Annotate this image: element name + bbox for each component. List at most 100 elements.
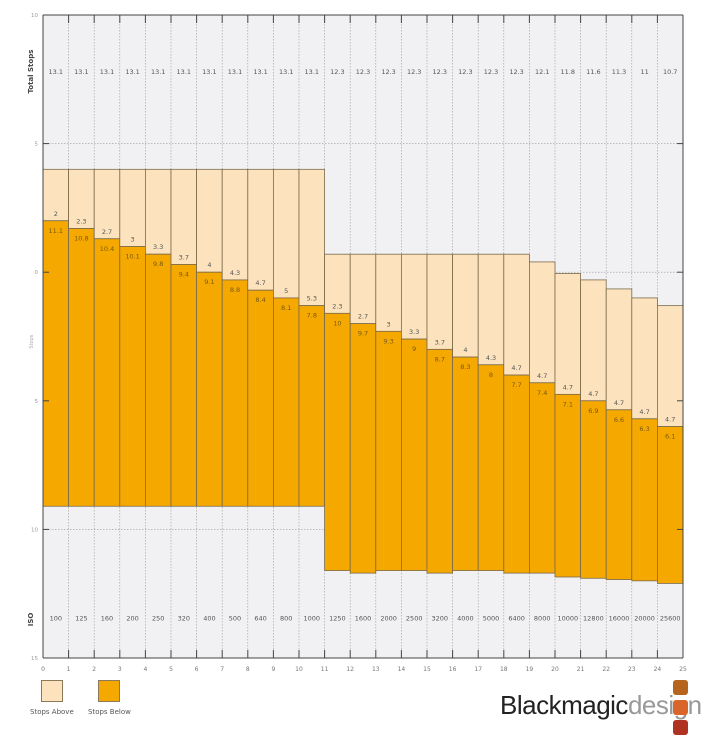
label-total-stops: 13.1 [74, 68, 88, 76]
label-stops-below: 6.9 [588, 407, 598, 415]
y-label-iso: ISO [27, 613, 35, 627]
label-total-stops: 13.1 [279, 68, 293, 76]
bar-stops-above [375, 253, 402, 332]
label-stops-above: 4.7 [588, 390, 598, 398]
label-iso: 2500 [406, 615, 423, 623]
label-total-stops: 12.3 [484, 68, 498, 76]
label-iso: 160 [101, 615, 113, 623]
bar-stops-below [426, 348, 454, 574]
x-tick-label: 15 [423, 666, 431, 673]
bar-stops-above [657, 305, 684, 427]
label-stops-below: 7.8 [307, 312, 317, 320]
label-total-stops: 13.1 [202, 68, 216, 76]
label-iso: 125 [75, 615, 87, 623]
label-iso: 12800 [583, 615, 604, 623]
label-stops-above: 4 [463, 346, 467, 354]
bar-stops-above [196, 168, 223, 273]
label-stops-above: 4.3 [230, 269, 240, 277]
label-stops-above: 4.7 [255, 279, 265, 287]
label-iso: 25600 [660, 615, 681, 623]
bar-stops-below [272, 297, 300, 507]
x-tick-label: 2 [92, 666, 96, 673]
legend-stops-below: Stops Below [88, 680, 131, 716]
legend-swatch-below [98, 680, 121, 702]
y-tick-label: 5 [35, 399, 39, 405]
label-iso: 4000 [457, 615, 474, 623]
label-total-stops: 11.8 [561, 68, 575, 76]
x-tick-label: 11 [321, 666, 329, 673]
bar-stops-above [170, 168, 198, 265]
bar-stops-below [657, 426, 684, 584]
label-iso: 400 [203, 615, 215, 623]
bar-stops-above [529, 261, 556, 384]
label-total-stops: 12.3 [330, 68, 344, 76]
y-tick-label: 5 [35, 142, 39, 148]
x-tick-label: 24 [654, 666, 662, 673]
bar-stops-above [144, 168, 172, 255]
label-iso: 200 [126, 615, 138, 623]
label-stops-above: 3 [131, 235, 135, 243]
bar-stops-below [144, 253, 172, 507]
bar-stops-above [349, 253, 377, 325]
legend-label-below: Stops Below [88, 708, 131, 716]
label-stops-above: 2.7 [358, 313, 368, 321]
bar-stops-above [272, 168, 300, 299]
label-stops-below: 8.8 [230, 286, 240, 294]
label-total-stops: 12.3 [458, 68, 472, 76]
label-iso: 2000 [380, 615, 397, 623]
label-stops-below: 10.1 [125, 252, 139, 260]
label-total-stops: 10.7 [663, 68, 677, 76]
bar-stops-above [42, 168, 70, 222]
label-iso: 20000 [634, 615, 655, 623]
label-iso: 5000 [483, 615, 500, 623]
label-total-stops: 12.3 [433, 68, 447, 76]
x-tick-label: 9 [271, 666, 275, 673]
x-tick-label: 8 [246, 666, 250, 673]
label-stops-above: 3.7 [179, 253, 189, 261]
bar-stops-above [605, 288, 633, 411]
label-total-stops: 11.3 [612, 68, 626, 76]
x-tick-label: 25 [679, 666, 687, 673]
label-total-stops: 13.1 [228, 68, 242, 76]
bar-stops-below [400, 338, 428, 571]
x-tick-label: 19 [526, 666, 534, 673]
bar-stops-above [426, 253, 454, 350]
x-tick-label: 21 [577, 666, 585, 673]
label-iso: 6400 [508, 615, 525, 623]
x-tick-label: 16 [449, 666, 457, 673]
label-total-stops: 13.1 [100, 68, 114, 76]
label-iso: 640 [254, 615, 266, 623]
logo-square-2 [673, 700, 688, 715]
bar-stops-below [605, 409, 633, 580]
bar-stops-above [400, 253, 428, 340]
label-stops-above: 5.3 [307, 295, 317, 303]
x-tick-label: 22 [602, 666, 610, 673]
label-iso: 3200 [432, 615, 449, 623]
label-stops-below: 7.1 [563, 400, 573, 408]
label-iso: 1000 [304, 615, 321, 623]
legend-label-above: Stops Above [30, 708, 74, 716]
label-stops-above: 3.3 [153, 243, 163, 251]
x-tick-label: 23 [628, 666, 636, 673]
label-stops-above: 4.7 [511, 364, 521, 372]
bar-stops-below [349, 323, 377, 574]
bar-stops-below [170, 264, 198, 507]
label-total-stops: 13.1 [253, 68, 267, 76]
bar-stops-below [196, 271, 223, 507]
label-iso: 320 [178, 615, 190, 623]
label-stops-below: 8.4 [255, 296, 265, 304]
blackmagic-logo: Blackmagicdesign [500, 690, 702, 720]
bar-stops-below [93, 238, 121, 507]
label-total-stops: 12.3 [407, 68, 421, 76]
y-tick-label: 10 [31, 13, 38, 19]
label-stops-below: 9.8 [153, 260, 163, 268]
bar-stops-below [42, 220, 70, 507]
y-tick-label: 10 [31, 527, 38, 533]
label-stops-above: 3 [387, 320, 391, 328]
label-total-stops: 13.1 [49, 68, 63, 76]
label-stops-below: 9.4 [179, 270, 189, 278]
bar-stops-above [631, 297, 658, 420]
label-stops-above: 2.7 [102, 228, 112, 236]
label-stops-below: 10.8 [74, 234, 88, 242]
x-tick-label: 1 [67, 666, 71, 673]
